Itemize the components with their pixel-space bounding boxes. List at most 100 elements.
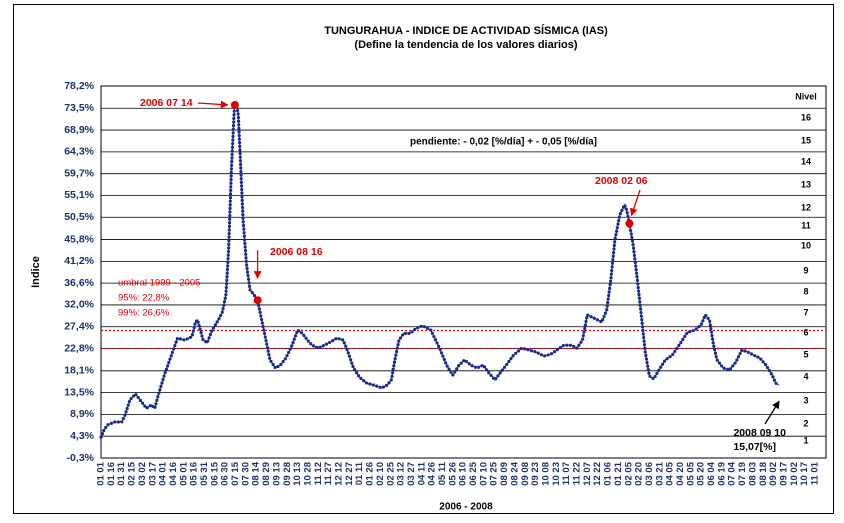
slope-note: pendiente: - 0,02 [%/día] + - 0,05 [%/dí… [410, 137, 597, 148]
x-tick-label: 09 08 [520, 462, 531, 486]
x-tick-label: 02 25 [385, 461, 396, 485]
x-tick-label: 08 18 [758, 462, 769, 486]
x-tick-label: 05 16 [189, 462, 200, 486]
x-tick-label: 10 02 [789, 462, 800, 486]
y-tick-label: 45,8% [64, 233, 94, 245]
level-label: 7 [803, 307, 808, 317]
x-tick-label: 02 20 [634, 462, 645, 486]
y-tick-label: 18,1% [64, 365, 94, 377]
x-tick-label: 06 04 [706, 461, 717, 485]
x-tick-label: 10 28 [302, 462, 313, 486]
x-tick-label: 10 23 [551, 462, 562, 486]
x-tick-label: 08 24 [509, 461, 520, 485]
level-label: 11 [801, 220, 811, 230]
x-tick-label: 11 27 [323, 462, 334, 485]
x-tick-label: 05 20 [696, 462, 707, 486]
x-tick-label: 10 08 [540, 462, 551, 486]
y-tick-label: 64,3% [64, 146, 94, 158]
x-tick-label: 03 06 [644, 462, 655, 486]
level-label: 3 [803, 395, 808, 405]
x-tick-label: 05 26 [447, 462, 458, 486]
y-tick-label: 27,4% [64, 321, 94, 333]
x-tick-label: 03 12 [396, 462, 407, 486]
level-label: 5 [803, 349, 808, 359]
y-tick-label: 73,5% [64, 102, 94, 114]
x-tick-label: 02 05 [623, 461, 634, 485]
x-tick-label: 07 15 [230, 461, 241, 485]
y-tick-label: 32,0% [64, 299, 94, 311]
level-label: 8 [803, 286, 808, 296]
x-tick-label: 05 01 [178, 461, 189, 485]
series-core [100, 100, 780, 438]
annotation-label: 2008 02 06 [595, 175, 648, 187]
x-tick-label: 04 16 [168, 462, 179, 486]
level-label: 16 [801, 112, 811, 122]
y-tick-label: 41,2% [64, 255, 94, 267]
annotation-label: 2006 07 14 [140, 97, 193, 109]
x-tick-label: 12 07 [582, 462, 593, 486]
chart-subtitle: (Define la tendencia de los valores diar… [354, 39, 577, 51]
y-tick-label: 50,5% [64, 211, 94, 223]
x-tick-label: 06 30 [220, 462, 231, 486]
x-tick-label: 07 25 [489, 461, 500, 485]
x-tick-label: 01 11 [354, 461, 365, 485]
x-tick-label: 04 11 [416, 461, 427, 485]
x-tick-label: 03 27 [406, 462, 417, 486]
x-tick-label: 07 04 [727, 461, 738, 485]
x-tick-label: 01 06 [603, 462, 614, 486]
x-tick-label: 05 05 [685, 461, 696, 485]
plot-border [100, 85, 827, 459]
level-label: 12 [801, 202, 811, 212]
threshold-label: 99%: 26,6% [118, 308, 170, 319]
level-label: 1 [803, 435, 808, 445]
x-tick-label: 07 10 [478, 462, 489, 486]
x-tick-label: 04 26 [427, 462, 438, 486]
y-tick-label: -0,3% [67, 452, 95, 464]
y-axis-title: Indice [30, 256, 42, 288]
x-tick-label: 06 15 [209, 461, 220, 485]
x-tick-label: 09 17 [778, 462, 789, 486]
y-tick-label: 59,7% [64, 167, 94, 179]
annotation-arrow [197, 100, 229, 109]
x-tick-label: 08 09 [499, 462, 510, 486]
x-tick-label: 09 28 [282, 462, 293, 486]
x-tick-label: 03 21 [654, 461, 665, 485]
x-tick-label: 05 11 [437, 461, 448, 485]
x-tick-label: 06 19 [716, 462, 727, 486]
x-tick-label: 11 07 [561, 462, 572, 485]
y-tick-label: 68,9% [64, 124, 94, 136]
x-tick-label: 10 17 [799, 462, 810, 486]
x-tick-label: 02 15 [127, 461, 138, 485]
threshold-label: 95%: 22,8% [118, 293, 170, 304]
x-tick-label: 03 02 [137, 462, 148, 486]
series-line [99, 100, 781, 439]
x-tick-label: 01 26 [365, 462, 376, 486]
x-tick-label: 01 31 [116, 461, 127, 485]
x-tick-label: 09 23 [530, 462, 541, 486]
x-tick-label: 11 22 [572, 462, 583, 485]
level-label: 9 [803, 265, 808, 275]
x-tick-label: 01 16 [106, 462, 117, 486]
x-tick-label: 01 01 [96, 461, 107, 485]
x-tick-label: 06 25 [468, 461, 479, 485]
x-tick-label: 09 13 [271, 462, 282, 486]
y-tick-label: 22,8% [64, 342, 94, 354]
annotation-value-label: 15,07[%] [733, 441, 776, 453]
x-tick-label: 11 01 [810, 461, 821, 485]
x-axis-title: 2006 - 2008 [439, 502, 493, 513]
x-tick-label: 05 31 [199, 461, 210, 485]
level-label: 6 [803, 327, 808, 337]
annotation-label: 2008 09 10 [733, 427, 786, 439]
x-tick-label: 09 02 [768, 462, 779, 486]
level-label: 15 [801, 135, 811, 145]
x-tick-label: 01 21 [613, 461, 624, 485]
chart-title: TUNGURAHUA - INDICE DE ACTIVIDAD SÍSMICA… [324, 24, 608, 37]
x-tick-label: 08 03 [747, 462, 758, 486]
annotation-label: 2006 08 16 [270, 246, 323, 258]
y-tick-label: 55,1% [64, 189, 94, 201]
annotation-dot [625, 219, 634, 228]
level-label: 13 [801, 179, 811, 189]
x-tick-label: 11 12 [313, 462, 324, 485]
x-tick-label: 10 13 [292, 462, 303, 486]
